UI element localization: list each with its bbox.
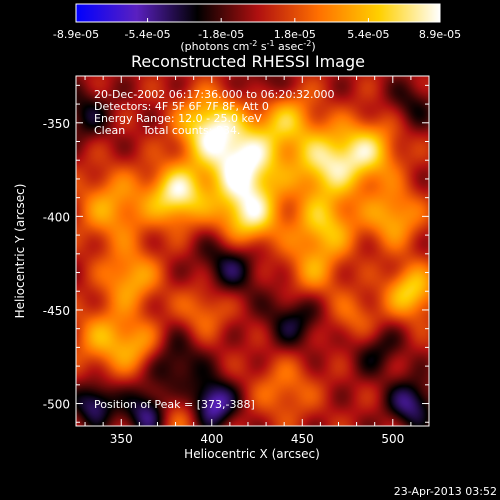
heatmap-image-holder [76,76,429,426]
y-tick-label: -350 [43,117,70,131]
y-axis-label: Heliocentric Y (arcsec) [13,184,27,319]
y-tick-label: -500 [43,398,70,412]
annotation-detectors: Detectors: 4F 5F 6F 7F 8F, Att 0 [94,100,269,113]
footer-timestamp: 23-Apr-2013 03:52 [394,485,497,498]
chart-title: Reconstructed RHESSI Image [131,52,365,71]
x-tick-label: 500 [381,432,404,446]
annotation-clean-counts: Clean Total counts: 834. [94,124,240,137]
heatmap-image [76,76,429,426]
x-tick-label: 400 [200,432,223,446]
annotation-energy-range: Energy Range: 12.0 - 25.0 keV [94,112,262,125]
annotation-time-range: 20-Dec-2002 06:17:36.000 to 06:20:32.000 [94,88,335,101]
colorbar-ticks: -8.9e-05 -5.4e-05 -1.8e-05 1.8e-05 5.4e-05 8.… [53,18,461,41]
x-tick-label: 450 [291,432,314,446]
colorbar-tick-label: 5.4e-05 [347,28,389,41]
x-axis-label: Heliocentric X (arcsec) [184,447,320,461]
peak-position-label: Position of Peak = [373,-388] [94,398,255,411]
annotation-block: 20-Dec-2002 06:17:36.000 to 06:20:32.000… [94,88,335,137]
colorbar-tick-label: -5.4e-05 [124,28,170,41]
colorbar [75,3,441,23]
x-tick-label: 350 [110,432,133,446]
axis-ticks: 350 400 450 500 -350 -400 -450 -500 [43,76,430,446]
y-tick-label: -400 [43,210,70,224]
colorbar-tick-label: -8.9e-05 [53,28,99,41]
plot-frame [75,75,430,427]
colorbar-units: (photons cm-2 s-1 asec-2) [180,39,315,53]
y-tick-label: -450 [43,304,70,318]
colorbar-tick-label: 8.9e-05 [419,28,461,41]
colorbar-tick-label: 1.8e-05 [274,28,316,41]
colorbar-tick-label: -1.8e-05 [198,28,244,41]
